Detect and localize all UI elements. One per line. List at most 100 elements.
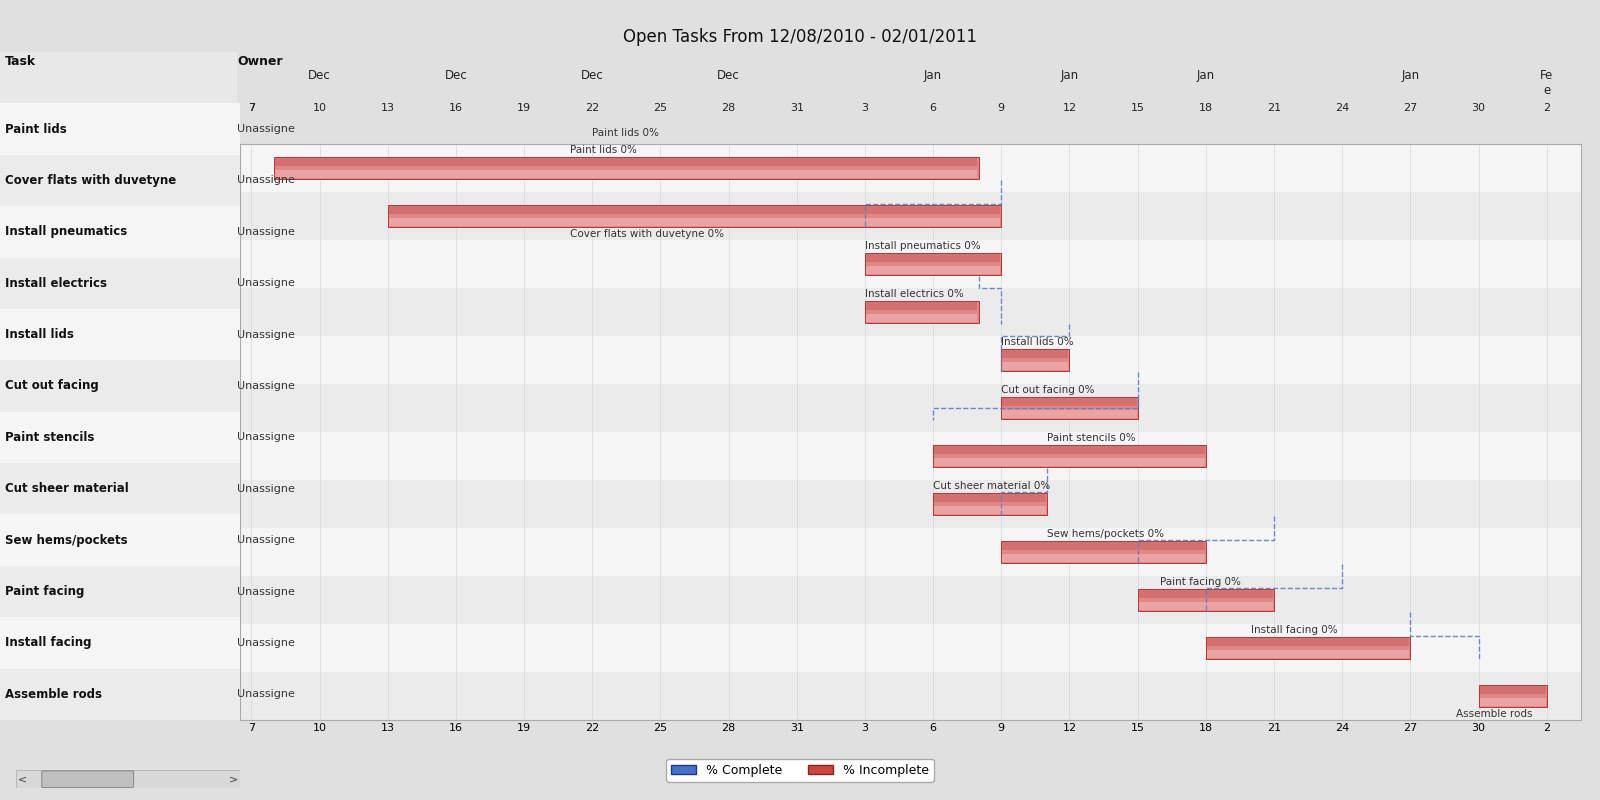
Text: Cut out facing: Cut out facing [5, 379, 99, 393]
Bar [275, 158, 978, 166]
Text: Sew hems/pockets: Sew hems/pockets [5, 534, 128, 546]
Bar [240, 624, 1581, 672]
Text: Install electrics 0%: Install electrics 0% [866, 290, 963, 299]
Bar [0, 566, 237, 618]
Bar [866, 266, 1000, 274]
Bar [389, 218, 1000, 226]
Bar [866, 302, 978, 310]
Bar [1206, 650, 1410, 658]
Bar [237, 618, 240, 669]
Bar [237, 463, 240, 514]
Bar [237, 103, 240, 154]
Bar [0, 514, 237, 566]
Legend: % Complete, % Incomplete: % Complete, % Incomplete [666, 758, 934, 782]
Bar [1003, 350, 1069, 358]
Bar [237, 514, 240, 566]
Bar [240, 192, 1581, 240]
Text: Owner: Owner [237, 54, 283, 67]
Bar [1003, 542, 1205, 550]
Bar [0, 206, 237, 258]
Text: 30: 30 [1472, 102, 1485, 113]
Bar [240, 336, 1581, 384]
Bar [237, 412, 240, 463]
Text: 10: 10 [312, 102, 326, 113]
Text: 13: 13 [381, 102, 395, 113]
Bar [934, 494, 1046, 502]
Bar [0, 360, 237, 412]
Text: Install electrics: Install electrics [5, 277, 107, 290]
Text: Install pneumatics 0%: Install pneumatics 0% [866, 242, 981, 251]
Text: Unassigne: Unassigne [237, 690, 294, 699]
Text: 16: 16 [450, 102, 462, 113]
Text: Task: Task [5, 54, 35, 67]
Text: Unassigne: Unassigne [237, 227, 294, 237]
Bar [240, 672, 1581, 720]
Text: Install lids 0%: Install lids 0% [1002, 338, 1074, 347]
Bar [240, 480, 1581, 528]
Text: Assemble rods: Assemble rods [1456, 709, 1533, 718]
Text: Paint lids 0%: Paint lids 0% [592, 129, 659, 138]
Bar [237, 154, 240, 206]
Text: Unassigne: Unassigne [237, 330, 294, 340]
Bar [866, 254, 1000, 262]
Text: Unassigne: Unassigne [237, 381, 294, 391]
Text: Unassigne: Unassigne [237, 124, 294, 134]
Text: 24: 24 [1334, 102, 1349, 113]
Text: 22: 22 [586, 102, 600, 113]
Bar [237, 669, 240, 720]
Bar [1002, 397, 1138, 418]
Text: 15: 15 [1131, 102, 1144, 113]
Text: Dec: Dec [445, 69, 467, 82]
Text: Install facing 0%: Install facing 0% [1251, 626, 1338, 635]
Text: Unassigne: Unassigne [237, 535, 294, 545]
Bar [0, 669, 237, 720]
Bar [0, 412, 237, 463]
Bar [0, 42, 237, 103]
Bar [1003, 554, 1205, 562]
Text: Paint stencils 0%: Paint stencils 0% [1046, 434, 1136, 443]
Text: 7: 7 [248, 102, 254, 113]
Text: 21: 21 [1267, 102, 1282, 113]
Bar [0, 618, 237, 669]
Bar [240, 144, 1581, 192]
Text: Unassigne: Unassigne [237, 278, 294, 288]
Bar [237, 258, 240, 309]
Text: Paint lids: Paint lids [5, 122, 67, 135]
Text: 7: 7 [248, 102, 254, 113]
Bar [866, 301, 979, 322]
Bar [1002, 349, 1069, 370]
Text: 3: 3 [861, 102, 869, 113]
Bar [240, 528, 1581, 576]
Bar [1139, 590, 1274, 598]
Text: 12: 12 [1062, 102, 1077, 113]
FancyBboxPatch shape [42, 771, 134, 787]
Bar [934, 458, 1205, 466]
Text: Assemble rods: Assemble rods [5, 688, 102, 701]
Bar [240, 576, 1581, 624]
Text: Unassigne: Unassigne [237, 586, 294, 597]
Text: Jan: Jan [1197, 69, 1214, 82]
Bar [237, 360, 240, 412]
Text: Cover flats with duvetyne: Cover flats with duvetyne [5, 174, 176, 187]
Text: Install pneumatics: Install pneumatics [5, 226, 126, 238]
Text: 2: 2 [1542, 102, 1550, 113]
Bar [237, 206, 240, 258]
Bar [387, 206, 1002, 227]
Bar [1138, 589, 1274, 611]
Text: Jan: Jan [1402, 69, 1419, 82]
Bar [933, 445, 1206, 466]
Text: Unassigne: Unassigne [237, 638, 294, 648]
Text: Dec: Dec [717, 69, 739, 82]
Bar [1139, 602, 1274, 610]
Bar [866, 314, 978, 322]
Bar [240, 384, 1581, 432]
Text: 25: 25 [653, 102, 667, 113]
Bar [0, 309, 237, 360]
Text: Jan: Jan [925, 69, 942, 82]
Bar [1002, 541, 1206, 563]
Bar [1478, 685, 1547, 707]
Bar [275, 170, 978, 178]
Bar [1206, 638, 1410, 646]
Bar [1003, 410, 1136, 418]
Bar [1480, 698, 1546, 706]
